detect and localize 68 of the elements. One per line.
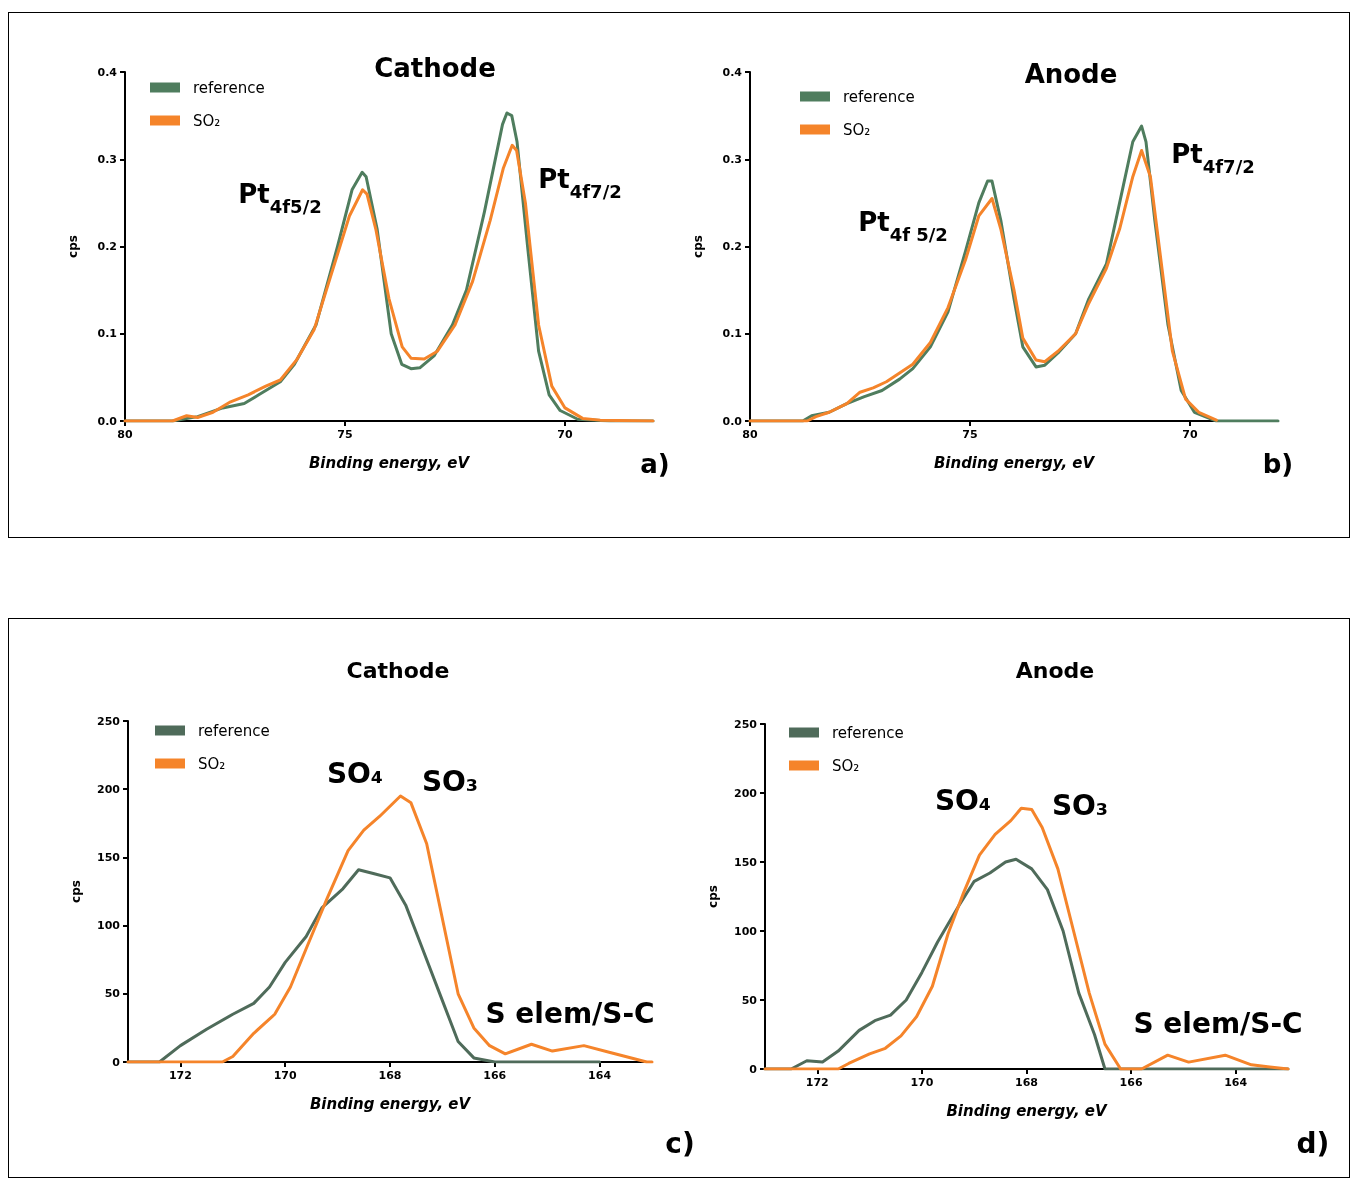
x-tick-label: 70 <box>557 428 573 441</box>
x-tick-label: 75 <box>337 428 353 441</box>
y-tick-label: 150 <box>734 855 758 869</box>
x-tick-label: 164 <box>1224 1076 1248 1089</box>
x-axis-title: Binding energy, eV <box>933 453 1096 472</box>
annotation: S elem/S-C <box>1133 1006 1303 1040</box>
x-tick-label: 168 <box>1015 1076 1038 1089</box>
annotation: SO₃ <box>421 764 479 798</box>
y-tick-label: 100 <box>734 924 758 938</box>
annotation: SO₃ <box>1051 788 1109 822</box>
legend-label: SO₂ <box>843 120 871 139</box>
x-tick-label: 168 <box>378 1069 402 1082</box>
y-tick-label: 50 <box>104 987 121 1001</box>
annotation: SO₄ <box>326 756 384 790</box>
legend-label: reference <box>198 721 270 740</box>
y-axis-title: cps <box>706 885 720 908</box>
y-axis-title: cps <box>69 880 83 903</box>
y-axis-title: cps <box>691 235 705 258</box>
y-tick-label: 0.0 <box>722 414 743 428</box>
x-tick-label: 70 <box>1182 428 1198 441</box>
x-tick-label: 80 <box>117 428 133 441</box>
text: d) <box>1296 1126 1330 1160</box>
legend-label: reference <box>832 723 904 742</box>
y-axis-title: cps <box>66 235 80 258</box>
y-tick-label: 0.2 <box>722 240 742 253</box>
y-tick-label: 0.3 <box>97 152 117 166</box>
chart-title: Anode <box>1024 59 1118 89</box>
chart-title: Cathode <box>374 53 496 83</box>
y-tick-label: 0.2 <box>97 240 117 253</box>
chart-title: Anode <box>1015 657 1095 683</box>
x-tick-label: 75 <box>962 428 978 441</box>
text: b) <box>1262 449 1294 479</box>
y-tick-label: 200 <box>97 782 121 796</box>
y-tick-label: 100 <box>97 919 121 933</box>
annotation: S elem/S-C <box>485 996 655 1030</box>
y-tick-label: 0.3 <box>722 152 742 166</box>
legend-label: SO₂ <box>198 754 226 773</box>
y-tick-label: 0.0 <box>97 414 118 428</box>
y-tick-label: 150 <box>97 850 121 864</box>
y-tick-label: 0 <box>749 1062 758 1076</box>
y-tick-label: 0.4 <box>722 65 743 79</box>
x-tick-label: 80 <box>742 428 758 441</box>
x-tick-label: 170 <box>273 1069 298 1082</box>
x-tick-label: 164 <box>588 1069 612 1082</box>
annotation: SO₄ <box>934 783 992 817</box>
x-tick-label: 170 <box>910 1076 934 1089</box>
y-tick-label: 200 <box>734 786 758 800</box>
x-axis-title: Binding energy, eV <box>946 1101 1109 1120</box>
text: c) <box>665 1126 695 1160</box>
x-axis-title: Binding energy, eV <box>308 453 471 472</box>
y-tick-label: 0.1 <box>97 327 117 341</box>
y-tick-label: 250 <box>734 717 758 731</box>
x-tick-label: 166 <box>1119 1076 1143 1089</box>
x-axis-title: Binding energy, eV <box>309 1094 472 1113</box>
legend-label: SO₂ <box>832 756 860 775</box>
x-tick-label: 172 <box>805 1076 829 1089</box>
y-tick-label: 50 <box>741 993 758 1007</box>
y-tick-label: 0 <box>112 1055 121 1069</box>
y-tick-label: 0.1 <box>722 327 742 341</box>
chart-title: Cathode <box>346 657 450 683</box>
y-tick-label: 250 <box>97 714 121 728</box>
text: a) <box>640 449 670 479</box>
legend-label: reference <box>193 78 265 97</box>
x-tick-label: 166 <box>483 1069 507 1082</box>
legend-label: reference <box>843 87 915 106</box>
y-tick-label: 0.4 <box>97 65 118 79</box>
x-tick-label: 172 <box>168 1069 192 1082</box>
legend-label: SO₂ <box>193 111 221 130</box>
